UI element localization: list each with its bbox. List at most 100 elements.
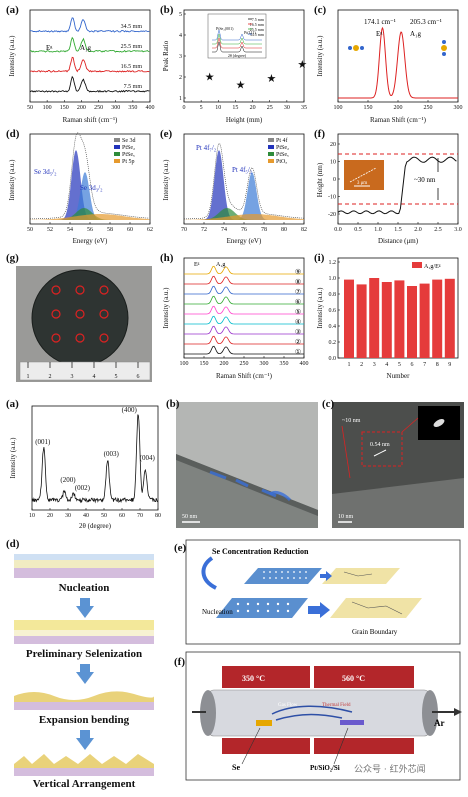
series-label: 7.5 mm [124, 84, 143, 90]
bar-chart-1i: 1.21.00.80.60.40.20.01 2 3 4 5 6 7 8 9 A₁g/Eᵍ Nu… [314, 252, 464, 382]
panel-label: (i) [314, 252, 324, 264]
panel-3e: (e) Se Concentration Reduction Nucleatio… [172, 536, 464, 646]
arrow-down-icon [76, 738, 94, 750]
legend-swatch [412, 262, 422, 268]
legend-swatch [268, 145, 274, 149]
raman-chart-1a: 50 100 150 200 250 300 350 40034.5 mm25.5 mm16.… [6, 4, 156, 124]
gas-label: Ar [434, 718, 445, 728]
x-axis-label: Raman shift (cm⁻¹) [63, 116, 118, 124]
x-axis-label: Energy (eV) [73, 237, 108, 245]
tick-label: 0.2 [329, 340, 337, 346]
tick-label: 20 [330, 142, 336, 148]
series-marker: ② [295, 338, 301, 346]
tick-label: 0 [333, 177, 336, 183]
nucleation-dot [257, 603, 259, 605]
y-axis-label: Intensity (a.u.) [316, 35, 324, 77]
tick-label: 250 [424, 105, 433, 111]
x-axis-label: Height (mm) [226, 116, 263, 124]
tick-label: 20 [250, 105, 256, 111]
tick-label: 58 [107, 227, 113, 233]
tick-label: 0.6 [329, 308, 337, 314]
legend-label: PtSe₂ [276, 145, 289, 151]
tick-label: 250 [94, 105, 103, 111]
tick-label: 10 [215, 105, 221, 111]
bar [420, 284, 430, 358]
y-axis-label: Intensity (a.u.) [9, 437, 17, 479]
arrow-down-icon [80, 730, 90, 738]
series-line [184, 346, 304, 354]
tick-label: 0.4 [329, 324, 337, 330]
peak-label: (002) [75, 484, 91, 492]
panel-1h: (h) 100 150 200 250 300 350 400 ⑨ ⑧ ⑦ ⑥ ⑤ ④ ③ ② ① Eᵍ A₁… [160, 252, 310, 382]
tick-label: 150 [364, 105, 373, 111]
bar [344, 280, 354, 358]
data-point: ★ [297, 59, 307, 71]
panel-1f: (f) 0.0 0.5 1.0 1.5 2.0 2.5 3.0 20 10 0 -10 -20 3 μ… [314, 128, 464, 246]
panel-label: (d) [6, 538, 19, 550]
flow-step-label: Preliminary Selenization [0, 648, 168, 660]
legend-swatch [114, 159, 120, 163]
raman-map-chart-1h: 100 150 200 250 300 350 400⑨⑧⑦⑥⑤④③②① Eᵍ A₁g Ra… [160, 252, 310, 382]
series-marker: ⑧ [295, 278, 301, 286]
tick-label: 2.0 [414, 227, 422, 233]
tick-label: 4 [179, 33, 182, 39]
legend-label: Pt 4f [276, 137, 288, 144]
xps-chart-1d: 50 52 54 56 58 60 62Se 3dPtSe₂PtSeₓPt 5p Se 3d… [6, 128, 156, 246]
x-tick-label: 4 [385, 362, 388, 368]
tick-label: 25 [267, 105, 273, 111]
nucleation-dot [263, 577, 265, 579]
legend-label: PtSe₂ [122, 145, 135, 151]
peak-label: (400) [122, 406, 138, 414]
series-line [184, 266, 304, 274]
nucleation-dot [269, 571, 271, 573]
tick-label: 60 [119, 513, 125, 519]
tick-label: 100 [334, 105, 343, 111]
flow-label: Thermal Field [322, 703, 351, 708]
afm-height-chart-1f: 0.0 0.5 1.0 1.5 2.0 2.5 3.0 20 10 0 -10 -20 3 μm ~3… [314, 128, 464, 246]
y-axis-label: Intensity (a.u.) [162, 287, 170, 329]
tick-label: 2 [179, 75, 182, 81]
series-marker: ⑥ [295, 298, 301, 306]
tick-label: 250 [240, 361, 249, 367]
nucleation-dot [305, 571, 307, 573]
panel-label: (e) [174, 542, 186, 554]
tick-label: 150 [200, 361, 209, 367]
tick-label: 1.2 [329, 260, 337, 266]
tick-label: 150 [60, 105, 69, 111]
series-marker: ⑤ [295, 308, 301, 316]
x-tick-label: 9 [448, 362, 451, 368]
bar [394, 280, 404, 358]
ruler-label: 1 [27, 374, 30, 380]
series-line [184, 306, 304, 314]
nucleation-dot [247, 610, 249, 612]
layer-stack-icon [14, 686, 154, 710]
thickness-label: ~10 nm [342, 418, 361, 424]
tick-label: 52 [47, 227, 53, 233]
bar [445, 279, 455, 358]
peak-label: Pt 4f₅/₂ [232, 166, 253, 174]
series-line [184, 276, 304, 284]
source-label: Se [232, 763, 240, 772]
tick-label: 1.5 [394, 227, 402, 233]
nucleation-dot [287, 571, 289, 573]
se-boat [256, 720, 272, 726]
x-tick-label: 3 [373, 362, 376, 368]
series-marker: ⑨ [295, 268, 301, 276]
x-tick-label: 6 [411, 362, 414, 368]
xps-chart-1e: 70 72 74 76 78 80 82Pt 4fPtSe₂PtSeₓPtOₓ Pt 4f₇… [160, 128, 310, 246]
legend-swatch [268, 152, 274, 156]
nucleation-dot [287, 610, 289, 612]
nucleation-dot [293, 571, 295, 573]
panel-3f: (f) 350 °C 560 °C Ar Gas Flow Thermal Fi… [172, 648, 464, 792]
heater-zone-1 [222, 666, 310, 688]
panel-label: (b) [160, 4, 173, 16]
peak-label: (200) [60, 476, 76, 484]
series-marker: ① [295, 348, 301, 356]
tick-label: 60 [127, 227, 133, 233]
hrtem-image-2c: ~10 nm 0.54 nm 10 nm [322, 398, 464, 530]
peak-label: Eᵍ [46, 44, 52, 52]
mode-label: A₁g [216, 262, 225, 268]
data-point: ★ [205, 71, 215, 83]
nucleation-dot [247, 603, 249, 605]
mode-label: Eᵍ [376, 30, 382, 38]
